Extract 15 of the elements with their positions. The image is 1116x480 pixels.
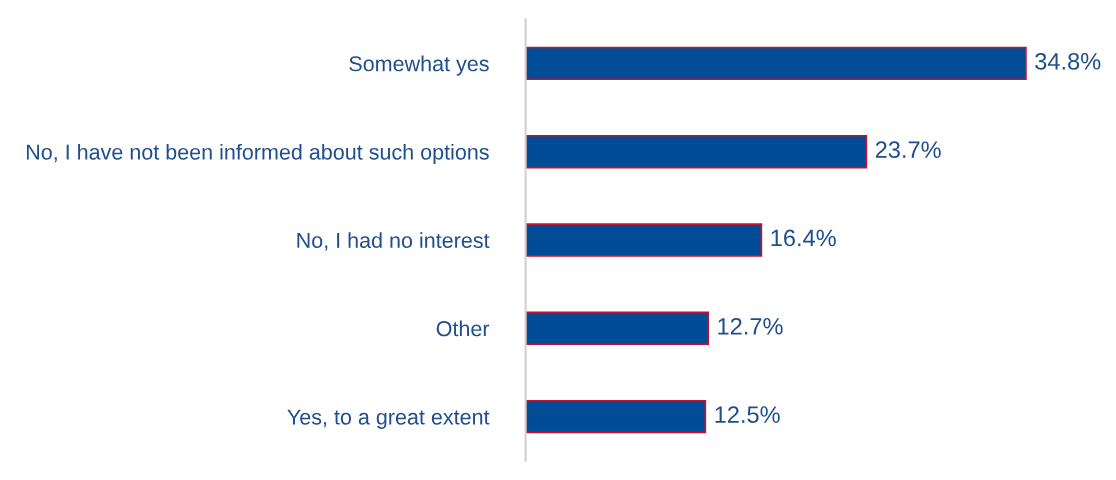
y-tick-label: Other [436, 320, 490, 337]
y-tick-label: Somewhat yes [349, 55, 489, 76]
y-tick-label: No, I had no interest [297, 232, 490, 251]
data-label: 34.8% [1035, 52, 1101, 70]
data-label: 12.7% [718, 317, 783, 335]
data-label: 12.5% [715, 406, 780, 423]
y-tick-label: No, I have not been informed about such options [26, 143, 489, 164]
bar [525, 399, 707, 434]
bar [525, 46, 1027, 81]
data-label: 16.4% [771, 229, 836, 247]
bar [525, 134, 868, 169]
y-tick-label: Yes, to a great extent [287, 409, 490, 429]
bar [525, 223, 763, 257]
bar [525, 311, 710, 346]
data-label: 23.7% [875, 141, 941, 159]
